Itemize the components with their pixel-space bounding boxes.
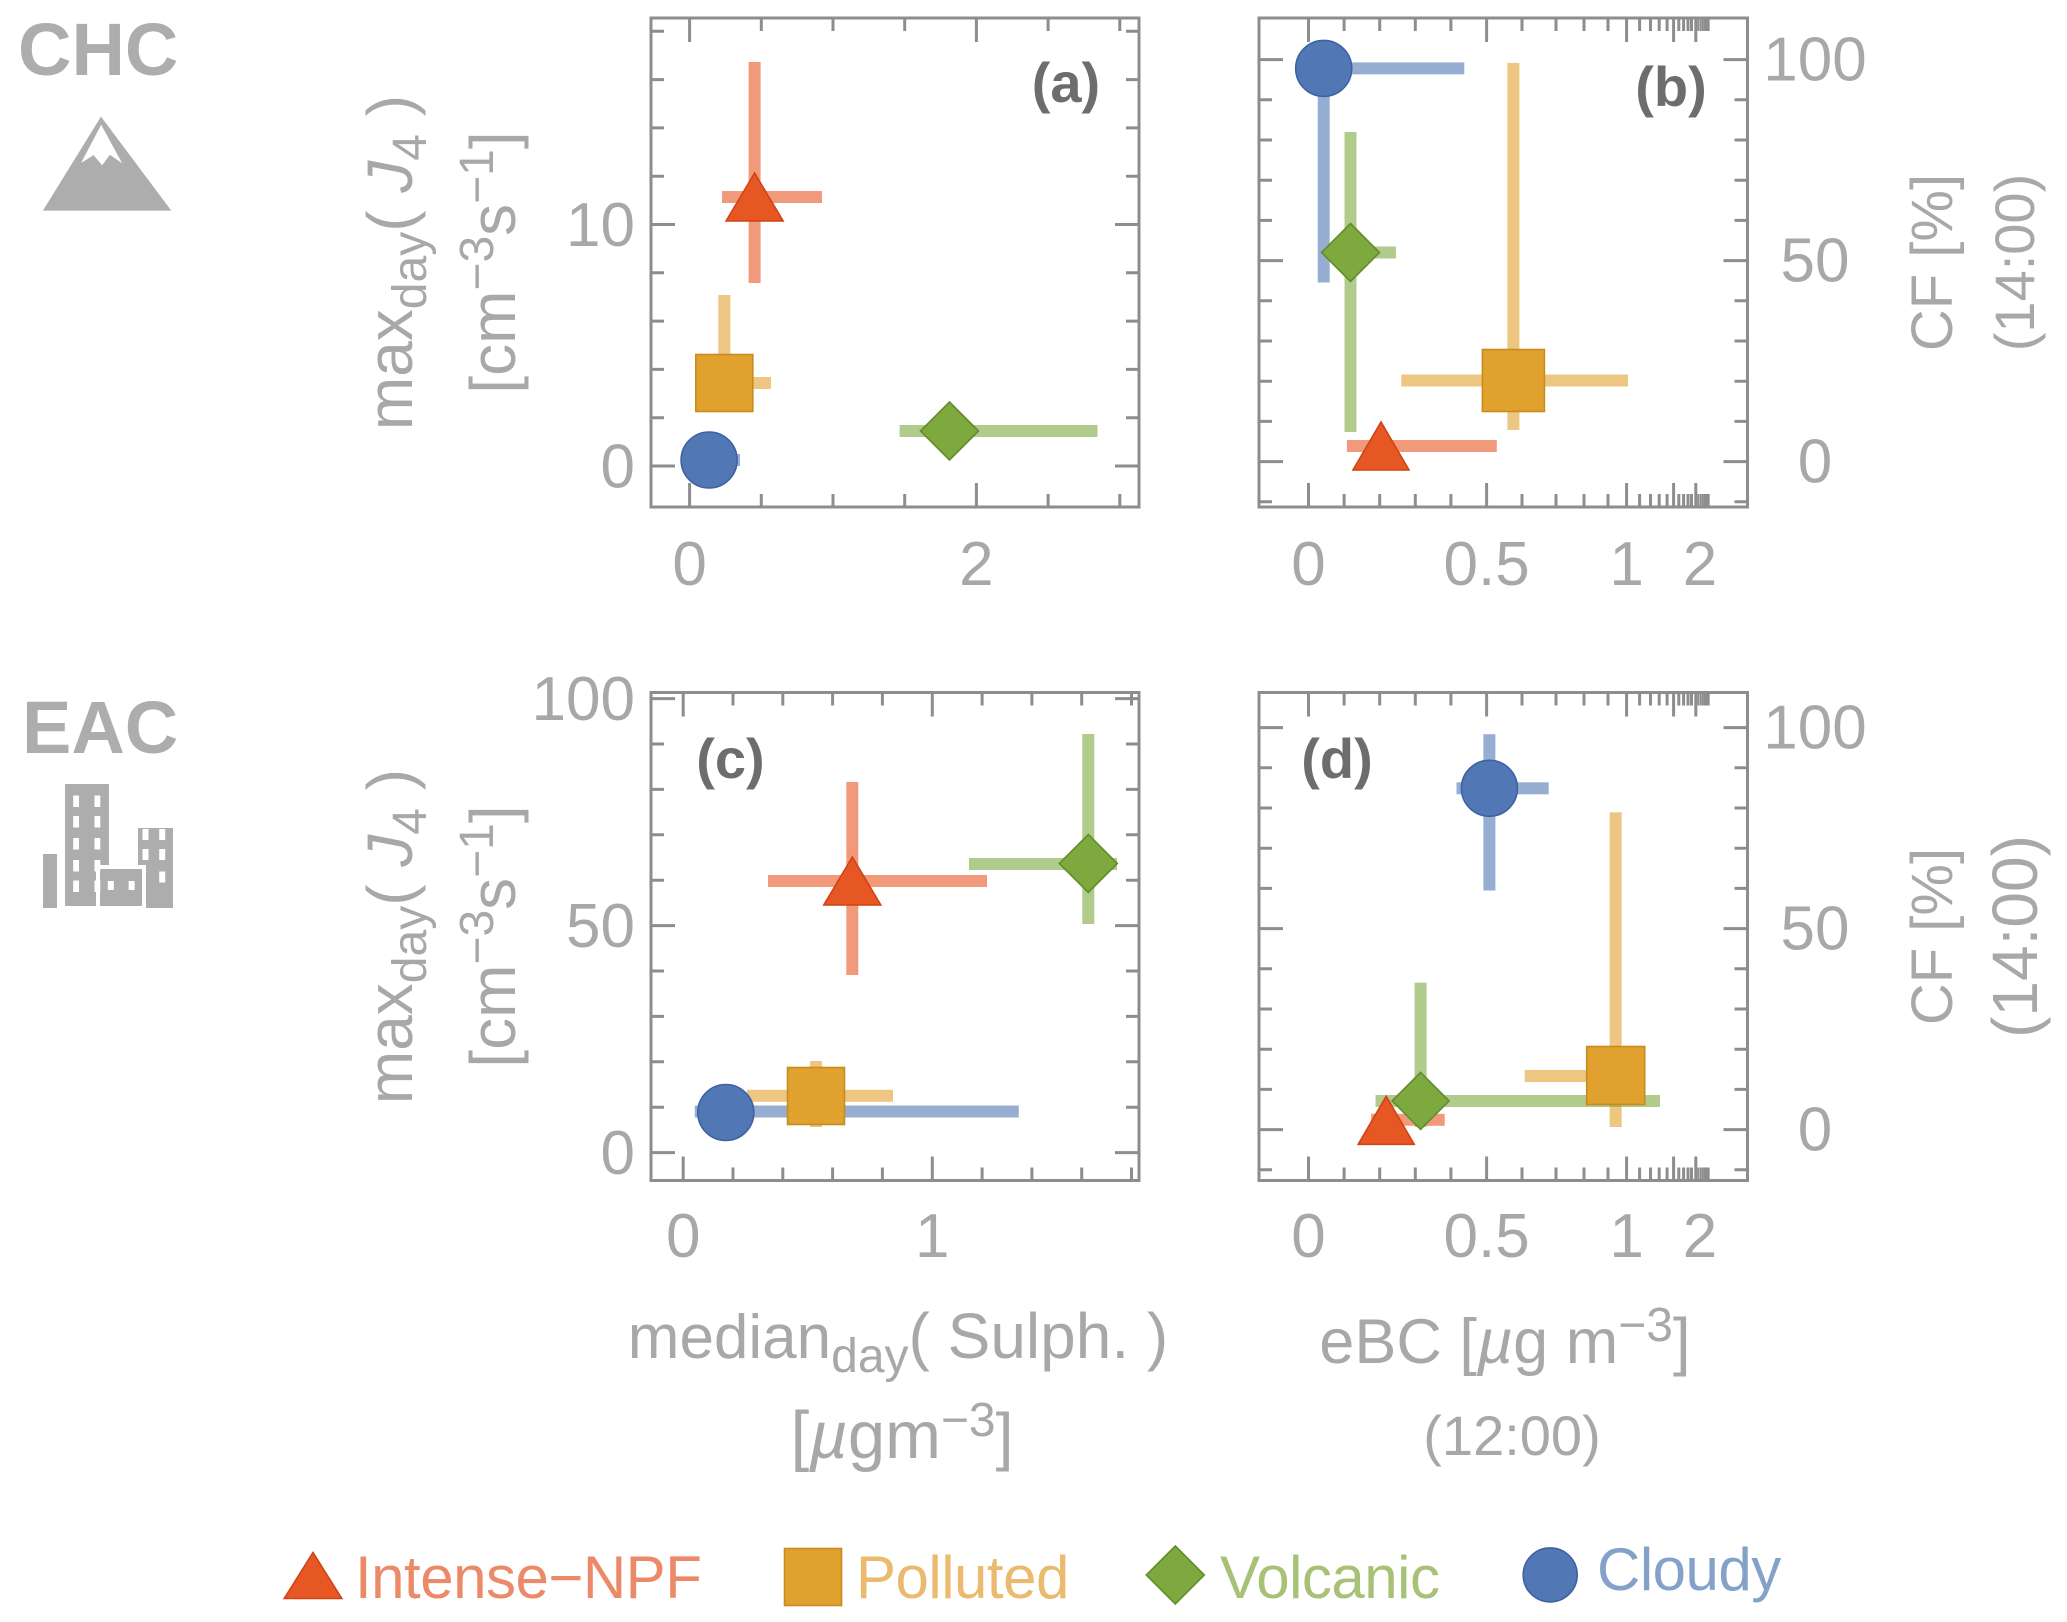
svg-text:2: 2	[1683, 1202, 1717, 1271]
svg-text:0.5: 0.5	[1443, 1202, 1529, 1271]
svg-text:0: 0	[1798, 428, 1832, 497]
svg-text:100: 100	[1763, 694, 1866, 763]
svg-text:0: 0	[672, 530, 706, 599]
svg-text:1: 1	[1609, 530, 1643, 599]
svg-text:50: 50	[1781, 895, 1850, 964]
svg-text:(14:00): (14:00)	[1979, 835, 2051, 1038]
svg-text:1: 1	[915, 1202, 949, 1271]
svg-text:Cloudy: Cloudy	[1597, 1536, 1781, 1603]
svg-text:2: 2	[1683, 530, 1717, 599]
svg-text:EAC: EAC	[22, 686, 178, 769]
svg-text:0: 0	[1291, 1202, 1325, 1271]
svg-text:Polluted: Polluted	[856, 1544, 1069, 1611]
svg-text:0: 0	[666, 1202, 700, 1271]
svg-text:Intense−NPF: Intense−NPF	[355, 1544, 701, 1611]
svg-text:0: 0	[1798, 1096, 1832, 1165]
svg-text:(a): (a)	[1032, 51, 1100, 114]
svg-text:(b): (b)	[1635, 55, 1707, 118]
svg-text:10: 10	[566, 191, 635, 260]
svg-text:100: 100	[1763, 26, 1866, 95]
svg-text:1: 1	[1609, 1202, 1643, 1271]
svg-text:0: 0	[601, 1119, 635, 1188]
svg-text:0: 0	[1291, 530, 1325, 599]
svg-text:(c): (c)	[696, 727, 764, 790]
svg-text:50: 50	[1781, 227, 1850, 296]
svg-text:Volcanic: Volcanic	[1220, 1544, 1439, 1611]
svg-text:(12:00): (12:00)	[1423, 1404, 1600, 1467]
svg-text:CF [%]: CF [%]	[1900, 848, 1965, 1025]
svg-text:0.5: 0.5	[1443, 530, 1529, 599]
svg-text:maxday( J4 ): maxday( J4 )	[354, 95, 437, 430]
svg-text:CHC: CHC	[18, 8, 178, 91]
svg-text:50: 50	[566, 892, 635, 961]
svg-text:100: 100	[532, 665, 635, 734]
svg-text:CF [%]: CF [%]	[1900, 174, 1965, 351]
svg-text:0: 0	[601, 433, 635, 502]
svg-text:(14:00): (14:00)	[1983, 174, 2046, 351]
svg-text:(d): (d)	[1301, 727, 1373, 790]
svg-text:2: 2	[959, 530, 993, 599]
